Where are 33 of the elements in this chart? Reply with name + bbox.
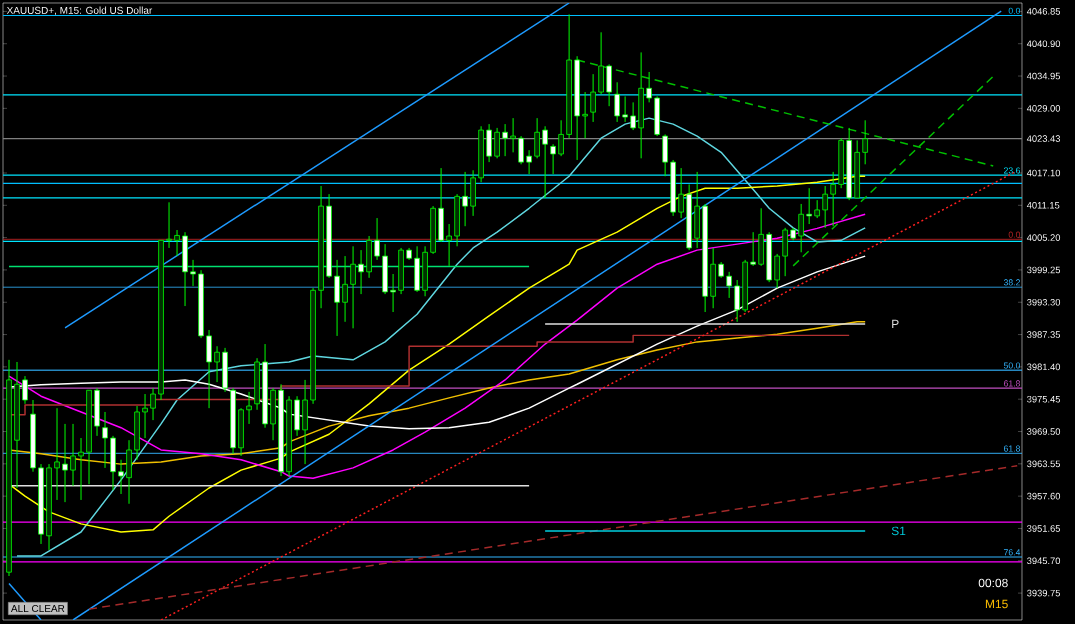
y-tick-label: 3981.40 (1027, 363, 1061, 371)
annotation: 0.0 (1008, 231, 1021, 238)
y-tick-label: 3999.25 (1027, 266, 1061, 274)
annotation: 50.0 (1003, 362, 1021, 369)
annotation: ALL CLEAR (10, 604, 65, 613)
annotation: M15 (985, 599, 1008, 609)
y-tick-label: 3951.65 (1027, 525, 1061, 532)
y-tick-label: 4046.85 (1026, 8, 1061, 15)
y-tick-label: 3939.75 (1027, 589, 1061, 597)
annotation: 0.0 (1008, 7, 1021, 14)
y-tick-label: 3969.50 (1027, 428, 1061, 435)
annotation: 38.2 (1003, 279, 1020, 286)
annotation: 76.4 (1003, 549, 1021, 556)
y-tick-label: 3945.70 (1027, 557, 1061, 565)
y-tick-label: 3993.30 (1027, 298, 1061, 306)
y-tick-label: 3987.35 (1027, 331, 1061, 338)
annotation: 61.8 (1003, 380, 1021, 387)
annotation: 23.6 (1003, 167, 1021, 174)
y-tick-label: 4029.00 (1026, 105, 1061, 112)
y-tick-label: 4011.15 (1026, 202, 1060, 209)
annotation: 61.8 (1003, 445, 1021, 452)
text: S1 (891, 526, 906, 536)
y-tick-label: 4040.90 (1026, 40, 1061, 48)
y-tick-label: 3975.45 (1027, 395, 1061, 403)
y-tick-label: 3963.55 (1027, 460, 1061, 468)
chart-title: XAUUSD+, M15: Gold US Dollar (6, 6, 153, 16)
y-tick-label: 3957.60 (1027, 492, 1061, 500)
y-tick-label: 4034.95 (1026, 72, 1061, 80)
annotation: 00:08 (978, 578, 1008, 588)
y-tick-label: 4023.43 (1026, 135, 1061, 142)
y-tick-label: 4005.20 (1026, 234, 1061, 241)
y-tick-label: 4017.10 (1026, 169, 1061, 177)
text: P (892, 319, 899, 329)
